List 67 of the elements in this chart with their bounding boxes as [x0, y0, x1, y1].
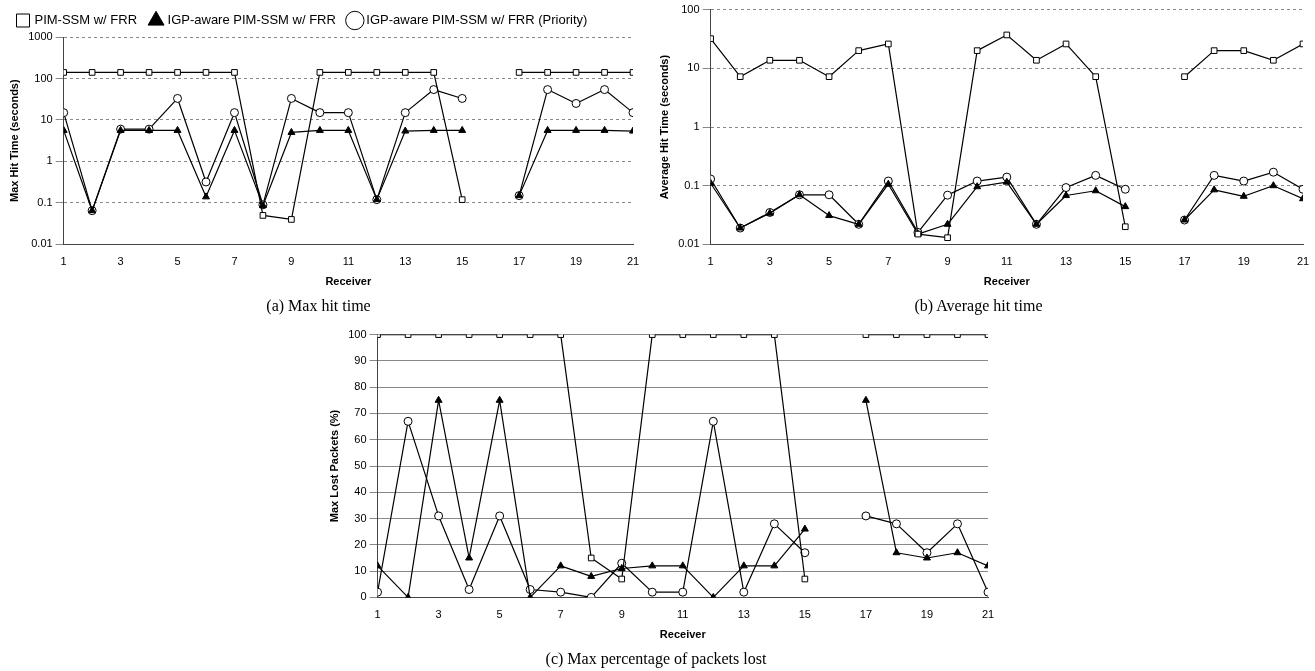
y-tick-label: 100 [34, 71, 53, 84]
x-tick-label: 17 [1178, 255, 1191, 268]
x-tick-label: 3 [117, 255, 124, 268]
x-tick-label: 9 [944, 255, 951, 268]
x-tick-label: 9 [288, 255, 295, 268]
y-tick-label: 90 [354, 353, 367, 366]
legend-label: PIM-SSM w/ FRR [34, 12, 138, 28]
y-tick-label: 100 [681, 2, 700, 15]
x-tick-label: 7 [231, 255, 238, 268]
text: (c) Max percentage of packets lost [545, 649, 767, 668]
y-tick-label: 80 [354, 380, 367, 393]
y-tick-label: 10 [354, 564, 367, 577]
x-tick-label: 9 [618, 608, 625, 621]
y-tick-label: 1 [46, 154, 53, 167]
y-tick-label: 30 [354, 511, 367, 524]
y-tick-label: 10 [40, 112, 53, 125]
y-tick-label: 100 [348, 327, 367, 340]
y-tick-label: 0.01 [31, 237, 53, 250]
y-tick-label: 0.1 [684, 178, 700, 191]
x-tick-label: 3 [766, 255, 773, 268]
x-tick-label: 5 [826, 255, 833, 268]
x-axis-title: Receiver [659, 628, 707, 641]
y-tick-label: 60 [354, 432, 367, 445]
x-tick-label: 15 [1119, 255, 1132, 268]
x-tick-label: 15 [798, 608, 811, 621]
x-tick-label: 7 [557, 608, 564, 621]
x-tick-label: 21 [626, 255, 640, 268]
y-tick-label: 0.1 [37, 195, 53, 208]
legend-label: IGP-aware PIM-SSM w/ FRR [167, 12, 336, 28]
y-tick-label: 10 [687, 61, 700, 74]
x-axis-title: Receiver [983, 275, 1031, 288]
text: (b) Average hit time [914, 296, 1043, 315]
y-tick-label: 50 [354, 459, 367, 472]
y-tick-label: 20 [354, 537, 367, 550]
y-tick-label: 0 [360, 590, 367, 603]
x-tick-label: 15 [456, 255, 469, 268]
x-tick-label: 11 [342, 255, 355, 268]
x-tick-label: 1 [374, 608, 381, 621]
x-tick-label: 3 [435, 608, 442, 621]
x-axis-title: Receiver [325, 275, 372, 288]
x-tick-label: 7 [885, 255, 892, 268]
x-tick-label: 13 [1059, 255, 1073, 268]
x-tick-label: 21 [1296, 255, 1310, 268]
y-tick-label: 70 [354, 406, 367, 419]
y-axis-title: Max Hit Time (seconds) [7, 79, 20, 203]
x-tick-label: 17 [859, 608, 873, 621]
text: (a) Max hit time [266, 296, 371, 315]
y-axis-title: Max Lost Packets (%) [327, 409, 340, 523]
x-tick-label: 19 [1237, 255, 1250, 268]
x-tick-label: 5 [174, 255, 181, 268]
x-tick-label: 13 [737, 608, 750, 621]
x-tick-label: 5 [496, 608, 503, 621]
x-tick-label: 19 [569, 255, 583, 268]
legend-label: IGP-aware PIM-SSM w/ FRR (Priority) [366, 12, 588, 28]
x-tick-label: 1 [60, 255, 67, 268]
x-tick-label: 13 [399, 255, 412, 268]
x-tick-label: 19 [920, 608, 934, 621]
x-tick-label: 17 [513, 255, 526, 268]
x-tick-label: 11 [677, 608, 689, 621]
x-tick-label: 11 [1001, 255, 1013, 268]
x-tick-label: 1 [707, 255, 714, 268]
x-tick-label: 21 [981, 608, 995, 621]
y-tick-label: 0.01 [678, 237, 700, 250]
y-tick-label: 1000 [28, 30, 53, 43]
y-axis-title: Average Hit Time (seconds) [657, 54, 670, 200]
y-tick-label: 40 [354, 485, 367, 498]
y-tick-label: 1 [693, 120, 700, 133]
